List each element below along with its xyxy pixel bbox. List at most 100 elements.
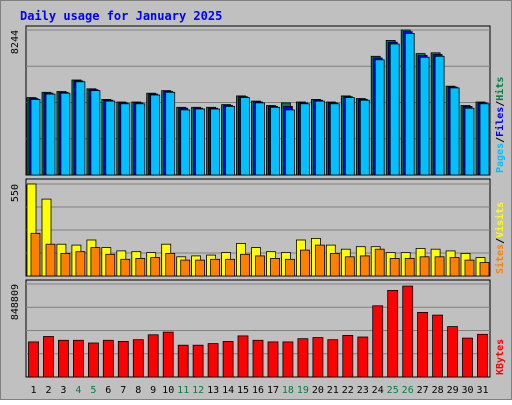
- bar-pages-10: [165, 91, 176, 176]
- bar-pages-23: [359, 99, 370, 176]
- x-axis-labels: 1 2 3 4 5 6 7 8 9 10 11 12 13 14 15 16 17 18 19 20 21 22 23 24 2…: [30, 385, 488, 396]
- bar-pages-1: [30, 99, 41, 176]
- series-label-pages: Pages: [495, 143, 506, 173]
- bar-kbytes-19: [297, 338, 309, 378]
- chart-panels: 8244Pages/Files/Hits550Sites/Visits84880…: [10, 25, 506, 378]
- bar-kbytes-3: [58, 339, 69, 378]
- bar-sites-30: [464, 259, 475, 277]
- bar-kbytes-7: [117, 340, 129, 378]
- bar-pages-29: [449, 87, 460, 176]
- bar-kbytes-24: [372, 305, 384, 378]
- series-separator: /: [495, 238, 506, 244]
- bar-sites-26: [404, 257, 415, 277]
- bar-kbytes-9: [147, 334, 159, 378]
- x-tick-label: 7: [120, 385, 126, 396]
- x-tick-label: 19: [297, 385, 309, 396]
- bar-kbytes-29: [447, 326, 459, 378]
- bar-kbytes-14: [222, 340, 234, 378]
- x-tick-label: 9: [150, 385, 156, 396]
- x-tick-label: 20: [312, 385, 324, 396]
- bar-kbytes-21: [327, 339, 339, 378]
- x-tick-label: 16: [252, 385, 264, 396]
- bar-kbytes-1: [28, 341, 39, 378]
- bar-kbytes-16: [252, 339, 264, 378]
- bar-sites-7: [120, 258, 131, 277]
- bar-pages-15: [240, 97, 250, 176]
- bar-pages-24: [374, 59, 385, 176]
- bar-kbytes-23: [357, 336, 369, 378]
- bar-pages-12: [195, 108, 206, 176]
- x-tick-label: 6: [105, 385, 111, 396]
- x-tick-label: 11: [177, 385, 189, 396]
- bar-sites-18: [284, 258, 295, 277]
- series-label-files: Files: [494, 107, 506, 137]
- bar-pages-27: [419, 56, 430, 176]
- bar-kbytes-2: [43, 336, 54, 378]
- series-label-sites: Sites: [494, 244, 506, 274]
- bar-kbytes-31: [477, 333, 488, 378]
- bar-kbytes-27: [417, 311, 429, 378]
- bar-kbytes-13: [207, 343, 219, 378]
- bar-kbytes-10: [162, 331, 174, 378]
- x-tick-label: 14: [222, 385, 234, 396]
- x-tick-label: 24: [372, 385, 384, 396]
- bar-kbytes-11: [177, 344, 189, 378]
- bar-pages-16: [255, 102, 265, 176]
- bar-pages-19: [299, 103, 310, 176]
- bar-kbytes-8: [132, 339, 144, 378]
- bar-sites-2: [45, 243, 56, 277]
- bar-sites-25: [389, 257, 400, 277]
- panel-kbytes-max-label: 848809: [10, 284, 21, 320]
- panel-visits-series-labels: Sites/Visits: [494, 202, 506, 274]
- bar-pages-25: [389, 43, 400, 176]
- bar-sites-14: [225, 258, 236, 277]
- bar-sites-27: [419, 256, 430, 277]
- x-tick-label: 5: [90, 385, 96, 396]
- bar-pages-5: [90, 90, 101, 176]
- bar-pages-17: [270, 106, 280, 176]
- bar-sites-15: [240, 253, 250, 277]
- x-tick-label: 30: [461, 385, 473, 396]
- x-tick-label: 2: [45, 385, 51, 396]
- x-tick-label: 21: [327, 385, 339, 396]
- series-separator: /: [495, 101, 506, 107]
- bar-sites-23: [359, 255, 370, 277]
- bar-pages-6: [105, 100, 116, 176]
- bar-sites-31: [479, 262, 490, 277]
- x-tick-label: 23: [357, 385, 369, 396]
- x-tick-label: 26: [402, 385, 414, 396]
- bar-kbytes-30: [462, 337, 473, 378]
- bar-pages-8: [135, 103, 146, 176]
- bar-sites-3: [60, 252, 71, 277]
- x-tick-label: 27: [417, 385, 429, 396]
- x-tick-label: 25: [387, 385, 399, 396]
- x-tick-label: 12: [192, 385, 204, 396]
- x-tick-label: 28: [432, 385, 444, 396]
- x-tick-label: 8: [135, 385, 141, 396]
- bar-kbytes-12: [192, 344, 204, 378]
- bar-sites-24: [374, 248, 385, 277]
- bar-pages-9: [150, 94, 161, 176]
- bar-kbytes-25: [387, 289, 399, 378]
- series-label-hits: Hits: [494, 77, 506, 101]
- bar-sites-13: [210, 258, 221, 277]
- bar-pages-26: [404, 33, 415, 176]
- bar-pages-4: [75, 81, 86, 176]
- bar-kbytes-17: [267, 341, 279, 378]
- bar-pages-2: [45, 93, 56, 176]
- bar-sites-12: [195, 259, 206, 277]
- x-tick-label: 17: [267, 385, 279, 396]
- bar-kbytes-5: [88, 342, 99, 378]
- bar-sites-22: [344, 256, 355, 277]
- bar-sites-6: [105, 253, 116, 277]
- bar-kbytes-6: [102, 339, 114, 378]
- bar-kbytes-28: [432, 314, 444, 378]
- bar-sites-1: [30, 232, 41, 277]
- bar-sites-29: [449, 257, 460, 277]
- series-label-visits: Visits: [494, 202, 506, 238]
- bar-sites-20: [314, 244, 325, 277]
- bar-sites-5: [90, 247, 101, 277]
- x-tick-label: 22: [342, 385, 354, 396]
